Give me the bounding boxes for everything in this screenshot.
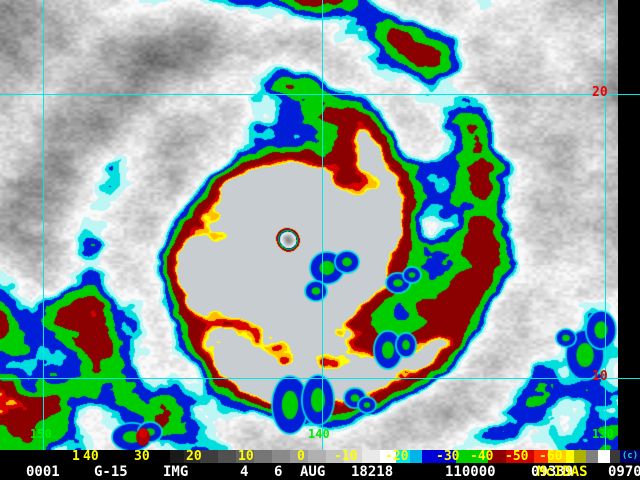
color-bar-label: 1: [72, 449, 80, 464]
status-field-element-coord: 09707: [608, 464, 640, 480]
color-bar-segment: [566, 450, 574, 463]
color-bar-segment: [344, 450, 362, 463]
longitude-label: 150: [30, 427, 52, 441]
status-field-image-time: 110000: [445, 464, 496, 480]
color-bar-label: 30: [134, 449, 150, 464]
infrared-image: [0, 0, 618, 450]
color-bar-label: 40: [83, 449, 99, 464]
grid-line-meridian: [43, 0, 44, 450]
mcidas-brand-label: McIDAS: [537, 464, 588, 480]
satellite-image-canvas[interactable]: [0, 0, 618, 450]
color-bar-segment: [488, 450, 506, 463]
status-field-julian-date: 18218: [351, 464, 394, 480]
color-bar-label: 20: [186, 449, 202, 464]
color-bar-segment: [308, 450, 326, 463]
status-field-band: 4: [240, 464, 249, 480]
color-bar-segment: [548, 450, 566, 463]
grid-line-parallel: [0, 378, 640, 379]
status-field-image-type: IMG: [163, 464, 189, 480]
latitude-label: 10: [592, 369, 608, 384]
color-bar-segment: [534, 450, 548, 463]
status-field-day-of-month: 6: [274, 464, 283, 480]
longitude-label: 140: [308, 427, 330, 441]
bottom-info-strip: 1 40 30 20 10 0 -10 -20 -30 -40 -50 -60 (c) 0001 G-1…: [0, 450, 640, 480]
color-bar-segment: [326, 450, 344, 463]
color-bar-segment: [272, 450, 290, 463]
status-field-line-coord: 09339: [531, 464, 574, 480]
color-bar-segment: [586, 450, 598, 463]
color-bar-segment: [456, 450, 488, 463]
color-bar-segment: [610, 450, 620, 463]
color-bar-segment: [200, 450, 218, 463]
color-bar-segment: [598, 450, 610, 463]
status-field-month: AUG: [300, 464, 326, 480]
grid-line-meridian: [605, 0, 606, 450]
image-status-line: 0001G-15IMG46AUG18218110000093390970701.…: [0, 464, 640, 480]
temperature-color-bar: [170, 450, 620, 463]
status-field-satellite-id: G-15: [94, 464, 128, 480]
longitude-label: 130: [592, 427, 614, 441]
color-bar-segment: [236, 450, 254, 463]
color-bar-segment: [506, 450, 534, 463]
color-bar-segment: [218, 450, 236, 463]
color-bar-segment: [422, 450, 456, 463]
color-bar-label: -10: [334, 449, 358, 464]
color-bar-segment: [380, 450, 396, 463]
status-field-area-number: 0001: [26, 464, 60, 480]
latitude-label: 20: [592, 85, 608, 100]
color-bar-segment: [396, 450, 410, 463]
copyright-badge: (c): [620, 450, 640, 463]
color-bar-label: -60: [539, 449, 563, 464]
color-bar-segment: [184, 450, 200, 463]
color-bar-segment: [254, 450, 272, 463]
color-bar-label: -40: [470, 449, 494, 464]
grid-line-parallel: [0, 94, 640, 95]
color-bar-label: -30: [436, 449, 460, 464]
grid-line-meridian: [322, 0, 323, 450]
color-bar-segment: [362, 450, 380, 463]
color-bar-label: 10: [238, 449, 254, 464]
color-bar-temperature-labels: 1 40 30 20 10 0 -10 -20 -30 -40 -50 -60: [0, 450, 640, 464]
color-bar-segment: [290, 450, 308, 463]
color-bar-segment: [410, 450, 422, 463]
color-bar-label: -50: [505, 449, 529, 464]
color-bar-segment: [574, 450, 586, 463]
color-bar-label: 0: [297, 449, 305, 464]
color-bar-segment: [170, 450, 184, 463]
color-bar-label: -20: [385, 449, 409, 464]
